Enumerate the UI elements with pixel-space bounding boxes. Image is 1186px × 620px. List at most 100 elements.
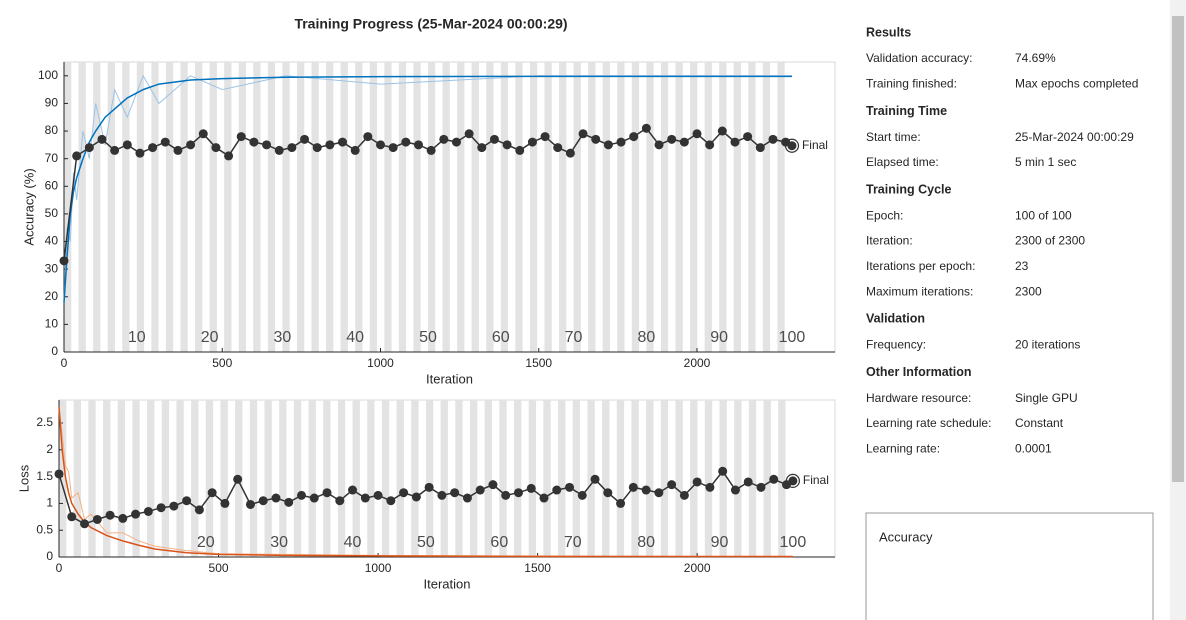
x-tick-label: 500 bbox=[212, 356, 232, 370]
y-tick-label: 30 bbox=[45, 261, 59, 275]
validation-point bbox=[182, 496, 192, 506]
validation-point bbox=[198, 129, 208, 139]
epoch-stripe bbox=[529, 62, 538, 352]
validation-point bbox=[603, 488, 613, 498]
epoch-label: 100 bbox=[780, 534, 807, 551]
validation-point bbox=[169, 501, 179, 511]
validation-point bbox=[616, 137, 626, 147]
validation-point bbox=[743, 477, 753, 487]
validation-point bbox=[84, 143, 94, 153]
y-tick-label: 90 bbox=[45, 96, 59, 110]
epoch-stripe bbox=[528, 400, 537, 557]
epoch-stripe bbox=[293, 400, 302, 557]
validation-point bbox=[220, 498, 230, 508]
validation-point bbox=[300, 134, 310, 144]
validation-point bbox=[527, 137, 537, 147]
result-label: Iterations per epoch: bbox=[866, 259, 975, 273]
epoch-label: 50 bbox=[419, 329, 437, 346]
series-line bbox=[58, 406, 793, 558]
result-label: Start time: bbox=[866, 130, 921, 144]
validation-point bbox=[489, 134, 499, 144]
epoch-stripe bbox=[384, 62, 392, 352]
epoch-stripe bbox=[411, 400, 419, 557]
epoch-stripe bbox=[282, 62, 290, 352]
validation-point bbox=[667, 134, 677, 144]
validation-point bbox=[135, 148, 145, 158]
epoch-stripe bbox=[308, 400, 316, 557]
y-tick-label: 0 bbox=[51, 344, 58, 358]
validation-point bbox=[224, 151, 234, 161]
epoch-stripe bbox=[147, 400, 155, 557]
result-value: 74.69% bbox=[1015, 51, 1056, 65]
validation-point bbox=[426, 145, 436, 155]
validation-point bbox=[628, 482, 638, 492]
validation-point bbox=[462, 493, 472, 503]
epoch-label: 50 bbox=[417, 534, 435, 551]
validation-point bbox=[233, 474, 243, 484]
epoch-stripe bbox=[267, 62, 276, 352]
epoch-stripe bbox=[469, 400, 478, 557]
validation-point bbox=[284, 497, 294, 507]
result-value: 2300 of 2300 bbox=[1015, 234, 1085, 248]
y-tick-label: 100 bbox=[38, 68, 58, 82]
y-tick-label: 70 bbox=[45, 151, 59, 165]
result-value: Single GPU bbox=[1015, 391, 1078, 405]
epoch-stripe bbox=[602, 62, 610, 352]
validation-point bbox=[787, 141, 797, 151]
scrollbar-thumb[interactable] bbox=[1172, 16, 1184, 482]
epoch-stripe bbox=[500, 62, 509, 352]
validation-point bbox=[312, 143, 322, 153]
epoch-stripe bbox=[748, 62, 756, 352]
section-heading: Results bbox=[866, 25, 911, 39]
y-tick-label: 50 bbox=[45, 206, 59, 220]
validation-point bbox=[297, 490, 306, 500]
x-tick-label: 1000 bbox=[365, 561, 392, 575]
epoch-stripe bbox=[176, 400, 184, 557]
epoch-stripe bbox=[64, 62, 72, 352]
epoch-label: 80 bbox=[637, 329, 655, 346]
epoch-stripe bbox=[457, 62, 465, 352]
validation-point bbox=[97, 134, 107, 144]
validation-point bbox=[207, 488, 217, 498]
epoch-stripe bbox=[484, 400, 492, 557]
validation-point bbox=[376, 140, 386, 150]
validation-point bbox=[577, 490, 587, 500]
y-tick-label: 2.5 bbox=[36, 415, 53, 429]
validation-point bbox=[755, 143, 765, 153]
validation-point bbox=[692, 129, 702, 139]
epoch-label: 20 bbox=[201, 329, 219, 346]
validation-point bbox=[399, 488, 409, 498]
epoch-stripe bbox=[690, 400, 698, 557]
epoch-label: 40 bbox=[346, 329, 364, 346]
epoch-label: 80 bbox=[637, 534, 655, 551]
epoch-stripe bbox=[763, 400, 771, 557]
validation-point bbox=[118, 513, 128, 523]
x-tick-label: 1500 bbox=[524, 561, 551, 575]
epoch-stripe bbox=[616, 400, 625, 557]
validation-point bbox=[287, 143, 297, 153]
validation-point bbox=[262, 140, 272, 150]
epoch-stripe bbox=[369, 62, 378, 352]
x-tick-label: 1500 bbox=[525, 356, 552, 370]
validation-point bbox=[186, 140, 196, 150]
result-label: Hardware resource: bbox=[866, 391, 971, 405]
result-value: 20 iterations bbox=[1015, 338, 1080, 352]
validation-point bbox=[502, 140, 512, 150]
validation-point bbox=[335, 496, 345, 506]
validation-point bbox=[350, 145, 360, 155]
epoch-stripe bbox=[617, 62, 625, 352]
epoch-stripe bbox=[777, 62, 785, 352]
epoch-stripe bbox=[602, 400, 610, 557]
epoch-stripe bbox=[660, 62, 669, 352]
result-value: 100 of 100 bbox=[1015, 208, 1072, 222]
epoch-stripe bbox=[733, 62, 741, 352]
validation-point bbox=[641, 123, 651, 133]
validation-point bbox=[756, 482, 766, 492]
result-label: Learning rate schedule: bbox=[866, 416, 991, 430]
epoch-stripe bbox=[165, 62, 174, 352]
epoch-stripe bbox=[471, 62, 479, 352]
result-value: Max epochs completed bbox=[1015, 76, 1138, 90]
epoch-stripe bbox=[675, 62, 683, 352]
y-tick-label: 1.5 bbox=[36, 469, 53, 483]
validation-point bbox=[616, 498, 626, 508]
